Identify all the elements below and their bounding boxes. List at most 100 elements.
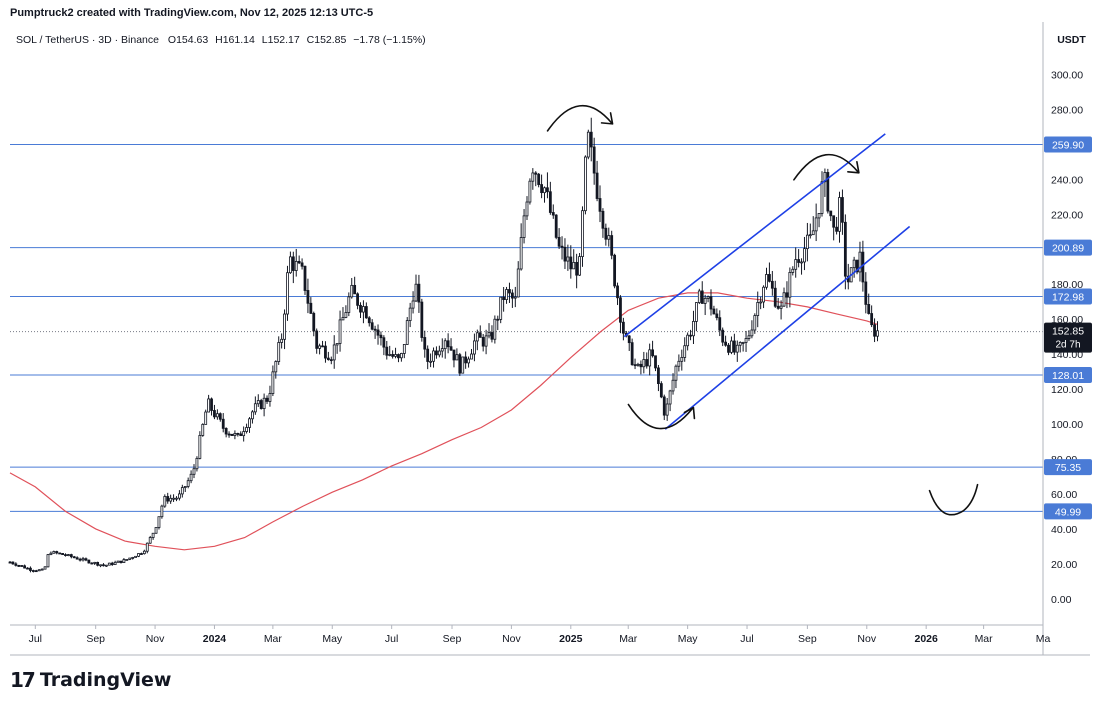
candle-body: [776, 305, 780, 309]
candle-body: [26, 567, 29, 570]
high-value: 161.14: [222, 34, 255, 46]
candle-body: [581, 210, 584, 257]
candle-body: [814, 217, 818, 232]
candle-body: [575, 261, 579, 276]
candle-body: [397, 354, 400, 359]
candle-body: [315, 330, 319, 349]
candle-body: [125, 559, 129, 561]
x-tick-label: 2025: [559, 633, 583, 645]
candle-body: [306, 290, 310, 304]
candle-body: [31, 570, 35, 572]
candle-body: [490, 332, 494, 340]
candle-body: [81, 558, 85, 561]
close-value: 152.85: [314, 34, 347, 46]
candle-body: [747, 335, 751, 339]
candle-body: [274, 361, 278, 373]
candle-body: [195, 457, 199, 470]
candle-body: [452, 349, 456, 361]
level-label-bg: [1044, 239, 1092, 256]
candle-body: [876, 330, 879, 337]
candle-body: [805, 234, 809, 250]
candle-body: [297, 260, 301, 264]
candle-body: [324, 345, 327, 359]
candle-body: [633, 364, 637, 367]
candle-body: [788, 272, 792, 298]
level-label-bg: [1044, 503, 1092, 520]
trend-channel: [623, 133, 911, 430]
candle-body: [303, 265, 307, 291]
candle-body: [803, 248, 806, 263]
candle-body: [405, 320, 409, 345]
candle-body: [318, 345, 322, 349]
candle-body: [359, 304, 362, 313]
tradingview-logo-icon: 17: [10, 668, 36, 692]
candle-body: [236, 433, 240, 435]
candle-body: [329, 359, 333, 362]
candle-body: [251, 411, 254, 420]
candle-body: [154, 527, 158, 534]
candle-body: [502, 296, 506, 300]
candle-body: [210, 398, 213, 411]
x-tick-label: Nov: [146, 633, 165, 645]
tradingview-logo[interactable]: 17 TradingView: [10, 668, 171, 692]
candle-body: [113, 561, 117, 565]
low-label: L: [261, 34, 268, 46]
candle-body: [642, 359, 646, 368]
candle-body: [134, 555, 137, 558]
candle-body: [785, 292, 789, 298]
candle-body: [87, 559, 91, 564]
candle-body: [560, 245, 564, 248]
y-tick-label: 100.00: [1051, 419, 1083, 431]
candle-body: [665, 403, 669, 416]
candle-body: [362, 306, 365, 313]
candle-body: [248, 418, 251, 428]
candle-body: [230, 433, 234, 436]
candle-body: [543, 187, 546, 194]
candle-body: [697, 290, 701, 303]
candle-body: [332, 344, 336, 361]
candle-body: [724, 341, 728, 346]
candle-body: [636, 363, 640, 366]
candle-body: [759, 301, 763, 304]
candle-body: [312, 312, 316, 332]
chart-credit: Pumptruck2 created with TradingView.com,…: [10, 7, 374, 19]
candle-body: [700, 290, 704, 304]
candle-body: [224, 427, 228, 435]
candle-body: [694, 302, 698, 322]
candle-body: [478, 332, 482, 338]
candle-body: [55, 551, 59, 554]
ma-line: [9, 292, 878, 551]
candle-body: [470, 353, 473, 360]
candle-body: [613, 254, 617, 287]
candle-body: [99, 564, 102, 567]
x-tick-label: 2024: [203, 633, 227, 645]
last-price-label: 152.85: [1052, 326, 1084, 338]
candle-body: [569, 256, 573, 270]
candle-body: [811, 230, 815, 236]
candle-body: [335, 343, 339, 346]
candle-body: [668, 390, 672, 405]
candle-body: [680, 357, 684, 362]
candle-body: [341, 317, 345, 321]
x-tick-label: Jul: [385, 633, 398, 645]
x-tick-label: Jul: [740, 633, 753, 645]
candle-body: [750, 329, 754, 337]
candle-body: [592, 146, 596, 174]
candle-body: [741, 342, 745, 344]
candle-body: [277, 342, 281, 362]
candle-body: [525, 201, 529, 217]
candle-body: [773, 287, 777, 307]
candle-body: [93, 561, 97, 564]
x-tick-label: Nov: [857, 633, 876, 645]
candle-body: [721, 329, 725, 343]
candle-body: [116, 560, 120, 563]
candle-body: [338, 319, 342, 344]
candle-body: [659, 383, 663, 398]
candle-body: [373, 328, 377, 331]
countdown-label: 2d 7h: [1055, 340, 1080, 351]
candlesticks: [8, 117, 879, 573]
candle-body: [616, 285, 619, 299]
candle-body: [744, 338, 748, 343]
x-tick-label: May: [322, 633, 343, 645]
